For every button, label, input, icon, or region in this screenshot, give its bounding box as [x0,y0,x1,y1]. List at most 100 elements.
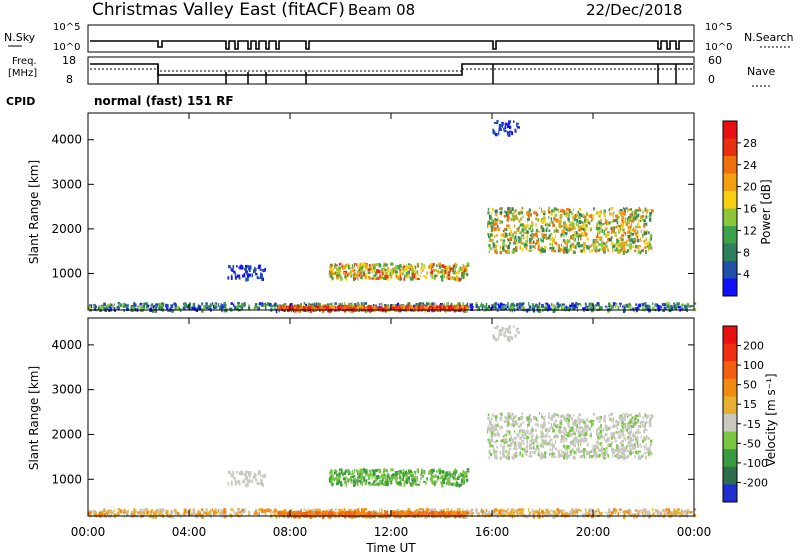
power-echo [305,303,308,307]
power-echo [578,225,582,230]
power-echo [342,306,346,311]
velocity-echo [217,508,220,513]
power-echo [634,216,637,219]
velocity-echo [344,512,347,515]
power-echo [339,262,341,266]
power-echo [620,241,624,246]
power-echo [645,215,648,219]
power-echo [300,307,302,312]
power-echo [243,302,246,307]
power-echo [567,248,570,253]
beam-label: Beam 08 [348,1,415,19]
power-echo [453,270,456,275]
velocity-echo [607,443,610,448]
power-echo [454,277,457,281]
power-echo [345,263,348,267]
velocity-echo [358,475,361,478]
power-echo [260,272,262,276]
power-echo [332,306,336,310]
power-echo [561,229,563,233]
power-echo [640,249,644,252]
velocity-echo [442,478,444,481]
velocity-echo [162,508,165,512]
power-echo [581,221,584,224]
velocity-echo [499,508,503,512]
power-echo [547,236,550,240]
velocity-echo [401,478,404,481]
power-echo [457,270,460,275]
velocity-echo [451,473,453,476]
power-echo [432,269,436,273]
velocity-echo [407,507,411,512]
power-echo [577,210,580,214]
velocity-echo [248,512,251,517]
velocity-echo [392,468,394,472]
power-echo [331,268,334,273]
velocity-echo [152,512,155,517]
power-echo [491,228,494,232]
power-echo [551,303,553,307]
velocity-echo [351,513,354,517]
power-echo [541,232,544,237]
power-echo [353,277,355,282]
power-echo [347,272,351,275]
velocity-echo [624,448,627,452]
power-echo [337,308,340,311]
nave-tick-bottom: 0 [708,73,715,86]
power-echo [146,305,149,309]
power-echo [591,302,594,307]
velocity-echo [364,481,367,486]
power-echo [634,249,637,253]
power-echo [556,305,560,308]
power-echo [233,303,235,307]
velocity-echo [319,513,321,518]
power-echo [316,305,320,308]
velocity-echo [368,473,371,477]
power-echo [238,305,241,308]
velocity-echo [285,511,288,515]
velocity-echo [384,469,388,472]
power-echo [278,308,280,313]
power-echo [442,305,445,310]
power-echo [515,303,519,306]
power-echo [342,264,344,268]
velocity-echo [391,476,393,481]
velocity-echo [477,513,479,517]
power-echo [338,266,341,270]
velocity-echo [387,511,389,515]
power-echo [494,132,498,137]
velocity-echo [394,510,397,515]
power-echo [630,208,633,211]
power-echo [625,251,629,254]
power-echo [528,302,530,306]
power-echo [373,274,377,277]
velocity-echo [441,480,443,484]
power-echo [538,230,540,233]
power-echo [111,303,113,307]
power-echo [334,271,337,275]
power-echo [580,220,582,224]
power-echo [315,302,318,307]
velocity-echo [378,469,382,474]
power-echo [502,306,505,311]
power-echo [520,236,523,240]
velocity-echo [528,511,532,515]
power-echo [578,212,582,217]
power-echo [639,251,642,255]
power-echo [578,233,581,236]
power-echo [540,230,542,233]
velocity-echo [353,483,355,488]
velocity-echo [482,509,484,514]
velocity-echo [142,511,145,514]
velocity-echo [146,510,149,515]
velocity-echo [413,481,416,485]
velocity-echo [556,508,560,512]
velocity-echo [337,479,341,484]
power-echo [386,308,389,311]
power-echo [596,308,599,311]
power-echo [392,304,395,307]
power-echo [441,277,444,282]
velocity-echo [497,512,499,516]
power-echo [538,242,540,247]
velocity-echo [365,470,368,475]
